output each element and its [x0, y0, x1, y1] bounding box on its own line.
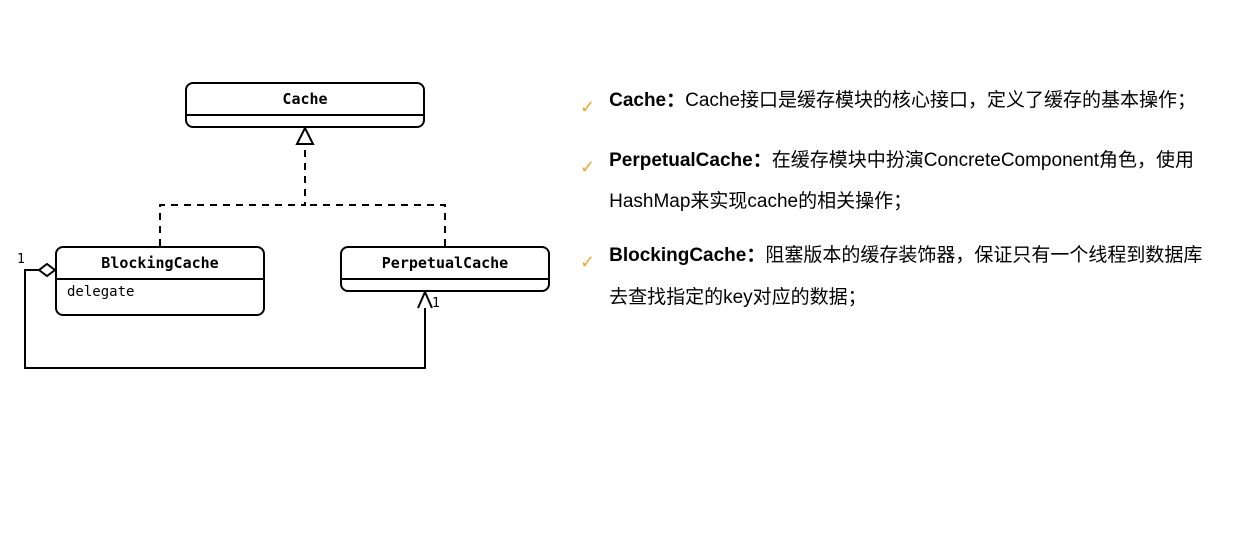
description-panel: ✓ Cache：Cache接口是缓存模块的核心接口，定义了缓存的基本操作； ✓ … — [560, 0, 1250, 536]
diamond-aggregation — [39, 264, 55, 276]
uml-class-cache: Cache — [185, 82, 425, 128]
uml-class-body — [187, 116, 423, 126]
bullet-text: PerpetualCache：在缓存模块中扮演ConcreteComponent… — [609, 140, 1220, 224]
uml-class-body — [342, 280, 548, 290]
uml-diagram-panel: Cache BlockingCache delegate PerpetualCa… — [0, 0, 560, 536]
multiplicity-label-from: 1 — [17, 252, 25, 267]
bullet-term: Cache： — [609, 90, 685, 111]
checkmark-icon: ✓ — [580, 148, 595, 188]
uml-class-title: Cache — [187, 84, 423, 116]
bullet-item-cache: ✓ Cache：Cache接口是缓存模块的核心接口，定义了缓存的基本操作； — [580, 80, 1220, 128]
page-layout: Cache BlockingCache delegate PerpetualCa… — [0, 0, 1250, 536]
arrowhead-realization — [297, 128, 313, 144]
edge-realization-blocking — [160, 144, 305, 246]
uml-attribute: delegate — [57, 280, 263, 304]
bullet-list: ✓ Cache：Cache接口是缓存模块的核心接口，定义了缓存的基本操作； ✓ … — [580, 80, 1220, 319]
uml-class-title: PerpetualCache — [342, 248, 548, 280]
edge-realization-perpetual — [305, 205, 445, 246]
uml-class-blockingcache: BlockingCache delegate — [55, 246, 265, 316]
bullet-term: PerpetualCache： — [609, 150, 772, 171]
bullet-item-blocking: ✓ BlockingCache：阻塞版本的缓存装饰器，保证只有一个线程到数据库去… — [580, 235, 1220, 319]
checkmark-icon: ✓ — [580, 243, 595, 283]
bullet-text: BlockingCache：阻塞版本的缓存装饰器，保证只有一个线程到数据库去查找… — [609, 235, 1220, 319]
bullet-desc: Cache接口是缓存模块的核心接口，定义了缓存的基本操作； — [685, 90, 1196, 111]
bullet-item-perpetual: ✓ PerpetualCache：在缓存模块中扮演ConcreteCompone… — [580, 140, 1220, 224]
multiplicity-label-to: 1 — [432, 296, 440, 311]
bullet-term: BlockingCache： — [609, 245, 765, 266]
arrowhead-aggregation — [418, 292, 432, 308]
bullet-text: Cache：Cache接口是缓存模块的核心接口，定义了缓存的基本操作； — [609, 80, 1220, 122]
uml-class-title: BlockingCache — [57, 248, 263, 280]
uml-class-perpetualcache: PerpetualCache — [340, 246, 550, 292]
uml-class-body: delegate — [57, 280, 263, 304]
checkmark-icon: ✓ — [580, 88, 595, 128]
